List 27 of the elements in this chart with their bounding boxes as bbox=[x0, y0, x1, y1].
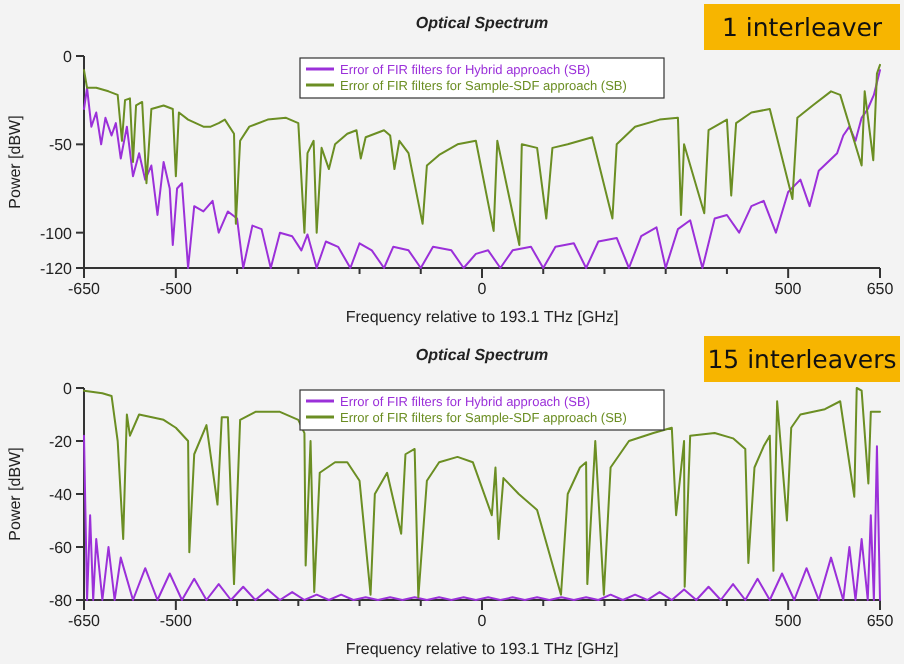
x-axis-title: Frequency relative to 193.1 THz [GHz] bbox=[345, 640, 619, 658]
x-tick-label: -650 bbox=[67, 280, 102, 298]
x-tick-label: 0 bbox=[477, 280, 488, 298]
x-tick-label: 650 bbox=[866, 280, 895, 298]
y-tick-label: -100 bbox=[39, 224, 74, 243]
text: 15 interleavers bbox=[707, 344, 897, 374]
y-tick-label: -80 bbox=[48, 592, 74, 610]
y-tick-label: 0 bbox=[63, 48, 74, 66]
y-axis-title: Power [dBW] bbox=[6, 447, 24, 541]
chart-title: Optical Spectrum bbox=[415, 14, 549, 32]
y-tick-label: -40 bbox=[48, 486, 74, 504]
x-tick-label: 500 bbox=[774, 280, 803, 298]
y-tick-label: -60 bbox=[48, 539, 74, 557]
x-tick-label: 500 bbox=[774, 612, 803, 630]
y-tick-label: -50 bbox=[48, 136, 74, 155]
y-tick-label: -20 bbox=[48, 433, 74, 451]
x-tick-label: -500 bbox=[159, 612, 193, 630]
x-tick-label: -650 bbox=[67, 612, 102, 630]
x-axis-title: Frequency relative to 193.1 THz [GHz] bbox=[345, 308, 619, 326]
y-tick-label: -120 bbox=[39, 260, 74, 278]
chart-title: Optical Spectrum bbox=[415, 346, 549, 364]
text: 1 interleaver bbox=[721, 12, 884, 42]
y-tick-label: 0 bbox=[63, 380, 74, 398]
x-tick-label: 0 bbox=[477, 612, 488, 630]
x-tick-label: 650 bbox=[866, 612, 895, 630]
y-axis-title: Power [dBW] bbox=[6, 115, 24, 209]
x-tick-label: -500 bbox=[159, 280, 193, 298]
